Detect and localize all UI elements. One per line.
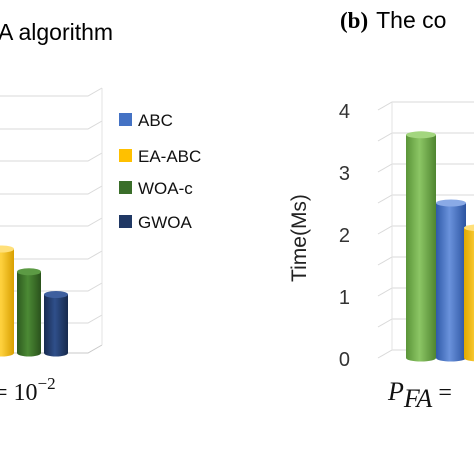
ytick-label: 2	[339, 225, 350, 247]
legend-item-gwoa: GWOA	[119, 213, 192, 232]
legend-label-ea-abc: EA-ABC	[138, 147, 201, 166]
bar-b-3	[464, 224, 474, 362]
panel-a: A algorithm = 10−2 ABC EA-ABC	[0, 19, 201, 406]
bar-a-ea-abc	[0, 245, 14, 357]
ytick-label: 3	[339, 163, 350, 185]
panel-b-title: (b) The co	[340, 7, 446, 33]
legend-swatch-ea-abc	[119, 149, 132, 162]
legend-label-abc: ABC	[138, 111, 173, 130]
panel-a-bars	[0, 245, 68, 357]
bar-b-1	[406, 131, 436, 362]
bar-a-woa-c	[17, 268, 41, 357]
legend-label-woa-c: WOA-c	[138, 179, 193, 198]
bar-b-2	[436, 199, 466, 362]
panel-b-yticks: 0 1 2 3 4	[339, 101, 350, 371]
ytick-label: 4	[339, 101, 350, 123]
legend-swatch-abc	[119, 113, 132, 126]
ytick-label: 1	[339, 287, 350, 309]
panel-a-title: A algorithm	[0, 19, 113, 45]
panel-b: (b) The co Time(Ms) 0 1 2 3 4 PFA =	[288, 7, 474, 413]
bar-a-gwoa	[44, 291, 68, 357]
legend: ABC EA-ABC WOA-c GWOA	[119, 111, 201, 232]
legend-swatch-woa-c	[119, 181, 132, 194]
legend-item-woa-c: WOA-c	[119, 179, 193, 198]
panel-a-xlabel: = 10−2	[0, 374, 56, 406]
panel-b-xlabel: PFA =	[387, 377, 452, 413]
panel-b-bars	[406, 131, 474, 362]
panel-b-ylabel: Time(Ms)	[288, 194, 311, 282]
ytick-label: 0	[339, 349, 350, 371]
legend-swatch-gwoa	[119, 215, 132, 228]
legend-item-ea-abc: EA-ABC	[119, 147, 201, 166]
legend-label-gwoa: GWOA	[138, 213, 192, 232]
legend-item-abc: ABC	[119, 111, 173, 130]
